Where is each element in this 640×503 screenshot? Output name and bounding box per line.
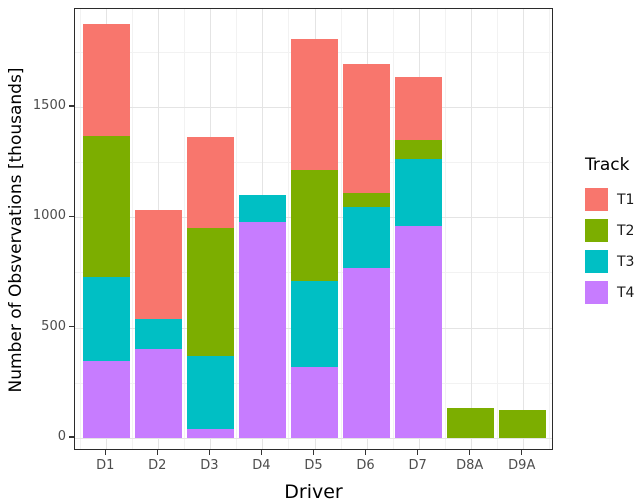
legend-item-label: T1 xyxy=(617,191,635,208)
x-tick-label-d5: D5 xyxy=(304,458,323,473)
bar-segment-t3-d1 xyxy=(82,276,130,361)
x-tick-label-d9a: D9A xyxy=(508,458,536,473)
bar-segment-t2-d1 xyxy=(82,135,130,277)
x-tick-label-d1: D1 xyxy=(96,458,115,473)
gridline-minor-v xyxy=(340,9,342,449)
gridline-minor-v xyxy=(548,9,550,449)
y-axis-title: Number of Obsvervations [thousands] xyxy=(6,67,26,393)
bar-segment-t1-d2 xyxy=(134,209,182,319)
x-tick-mark xyxy=(468,450,471,455)
legend-swatch-t2 xyxy=(585,219,608,242)
legend-swatch-t1 xyxy=(585,188,608,211)
y-tick-mark xyxy=(69,105,74,107)
bar-segment-t1-d6 xyxy=(343,63,390,194)
bar-segment-t4-d6 xyxy=(343,268,390,438)
x-tick-label-d6: D6 xyxy=(356,458,375,473)
x-tick-label-d2: D2 xyxy=(148,458,167,473)
gridline-minor-v xyxy=(392,9,394,449)
y-tick-label: 1500 xyxy=(32,97,66,113)
x-tick-label-d3: D3 xyxy=(200,458,219,473)
x-tick-mark xyxy=(364,450,367,455)
y-tick-mark xyxy=(69,436,74,438)
bar-segment-t4-d2 xyxy=(134,348,182,438)
legend: Track T1 T2 T3 T4 xyxy=(585,155,634,312)
bar-segment-t3-d7 xyxy=(395,158,443,227)
x-tick-label-d8a: D8A xyxy=(456,458,484,473)
x-tick-mark xyxy=(521,450,523,455)
x-tick-mark xyxy=(156,450,158,455)
gridline-major-v xyxy=(522,9,524,449)
bar-segment-t2-d3 xyxy=(186,228,234,357)
legend-swatch-t3 xyxy=(585,250,608,273)
bar-segment-t1-d5 xyxy=(291,38,338,170)
bar-segment-t4-d1 xyxy=(82,360,130,438)
bar-segment-t3-d3 xyxy=(186,356,234,430)
y-tick-mark xyxy=(69,325,74,328)
bar-segment-t2-d5 xyxy=(291,169,338,282)
gridline-minor-v xyxy=(496,9,498,449)
bar-segment-t4-d5 xyxy=(291,367,338,438)
legend-item-t3: T3 xyxy=(585,250,634,273)
gridline-minor-v xyxy=(444,9,446,449)
x-tick-mark xyxy=(312,450,315,455)
bar-segment-t4-d3 xyxy=(186,429,234,438)
bar-segment-t2-d8a xyxy=(447,408,495,438)
gridline-minor-v xyxy=(288,9,290,449)
legend-item-label: T2 xyxy=(617,222,635,239)
gridline-major-h xyxy=(75,438,552,439)
bar-segment-t3-d4 xyxy=(239,195,286,222)
legend-item-t1: T1 xyxy=(585,188,634,211)
bar-segment-t2-d7 xyxy=(395,140,443,159)
x-tick-label-d7: D7 xyxy=(408,458,427,473)
bar-segment-t4-d4 xyxy=(239,221,286,438)
legend-swatch-t4 xyxy=(585,281,608,304)
bar-segment-t1-d1 xyxy=(82,24,130,136)
gridline-minor-v xyxy=(236,9,238,449)
gridline-minor-v xyxy=(80,9,82,449)
y-tick-mark xyxy=(69,215,74,217)
x-axis-title: Driver xyxy=(284,481,343,503)
legend-item-label: T4 xyxy=(617,284,635,301)
plot-panel xyxy=(74,8,553,450)
y-tick-label: 1000 xyxy=(32,208,66,224)
x-tick-mark xyxy=(260,450,263,455)
x-tick-label-d4: D4 xyxy=(252,458,271,473)
bar-segment-t3-d2 xyxy=(134,318,182,349)
gridline-major-v xyxy=(470,9,472,449)
bar-segment-t3-d6 xyxy=(343,207,390,269)
y-tick-label: 0 xyxy=(57,429,66,444)
bar-segment-t2-d9a xyxy=(499,410,547,438)
bar-segment-t4-d7 xyxy=(395,226,443,438)
gridline-minor-v xyxy=(132,9,134,449)
x-tick-mark xyxy=(208,450,211,455)
bar-segment-t2-d6 xyxy=(343,193,390,208)
bar-segment-t3-d5 xyxy=(291,281,338,368)
legend-title: Track xyxy=(585,155,630,175)
legend-item-label: T3 xyxy=(617,253,635,270)
legend-items: T1 T2 T3 T4 xyxy=(585,188,634,304)
y-tick-label: 500 xyxy=(41,318,66,334)
legend-item-t4: T4 xyxy=(585,281,634,304)
x-tick-mark xyxy=(104,450,106,455)
bar-segment-t1-d7 xyxy=(395,77,443,141)
x-tick-mark xyxy=(416,450,419,455)
legend-item-t2: T2 xyxy=(585,219,634,242)
bar-segment-t1-d3 xyxy=(186,136,234,229)
gridline-minor-v xyxy=(184,9,186,449)
